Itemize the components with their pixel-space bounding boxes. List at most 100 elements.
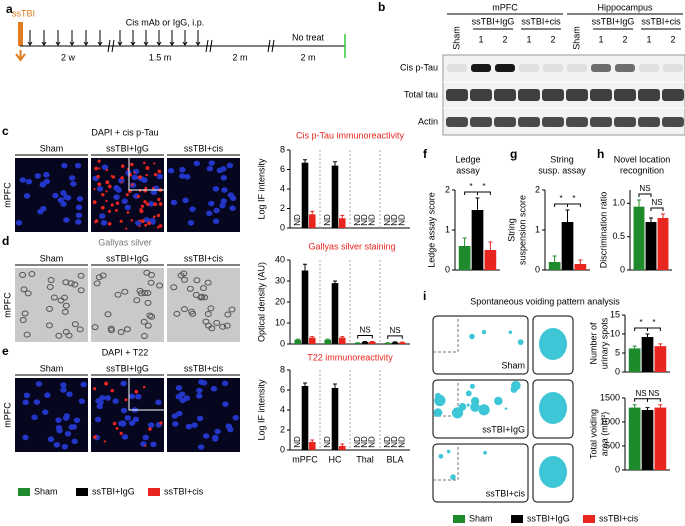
bar: [574, 264, 587, 270]
bar: [633, 206, 645, 270]
nucleus: [187, 219, 195, 226]
legend-label: Sham: [34, 486, 58, 496]
urine-spot: [470, 396, 480, 406]
urine-spot: [483, 450, 487, 455]
signal: [143, 200, 147, 204]
injection-arrow: [97, 30, 103, 46]
y-tick-label: 40: [275, 254, 285, 264]
nucleus: [23, 392, 31, 399]
cell: [147, 279, 155, 286]
inset: [128, 378, 164, 411]
signal: [124, 398, 128, 402]
y-tick-label: 1000: [600, 416, 620, 426]
corner-box: [433, 316, 459, 353]
y-axis-label: String: [506, 218, 516, 242]
signal: [142, 385, 146, 389]
bar: [354, 342, 362, 344]
cell: [123, 326, 131, 333]
nucleus: [15, 219, 23, 226]
nucleus: [121, 434, 129, 440]
significance-label: *: [640, 318, 643, 327]
legend-swatch: [148, 488, 160, 496]
cell: [95, 274, 103, 281]
chart-title: Ledge: [455, 154, 480, 164]
nucleus: [75, 204, 83, 211]
legend-label: ssTBI+IgG: [92, 486, 135, 496]
signal: [107, 184, 112, 189]
nucleus: [47, 436, 55, 443]
error-bar: [310, 336, 315, 338]
bar: [308, 337, 316, 344]
nucleus: [63, 217, 70, 223]
signal: [110, 203, 114, 207]
nucleus: [121, 198, 128, 204]
blot-band: [614, 117, 636, 127]
signal: [159, 421, 163, 425]
nucleus: [182, 197, 189, 204]
signal: [153, 202, 158, 207]
chart-title: recognition: [620, 165, 664, 175]
urine-spot: [494, 396, 503, 406]
urine-spot: [446, 449, 451, 454]
urine-spot: [465, 390, 472, 397]
injection-arrow: [83, 30, 89, 46]
cell: [19, 316, 27, 323]
cell: [170, 284, 178, 291]
bar: [654, 346, 667, 372]
cell: [24, 290, 32, 297]
error-bar: [310, 210, 315, 215]
y-tick-label: 0: [280, 222, 285, 232]
nucleus: [100, 220, 108, 226]
signal: [110, 388, 114, 393]
nucleus: [60, 387, 67, 393]
voiding-group: Sham: [501, 360, 525, 370]
blot-band: [446, 117, 468, 127]
significance-bracket: [650, 207, 664, 211]
blot-band: [494, 89, 516, 101]
significance-bracket: [647, 327, 661, 331]
blot-replicate: 1: [646, 34, 651, 44]
cell: [228, 306, 236, 313]
cell: [223, 322, 231, 329]
urine-spot: [450, 474, 456, 480]
y-tick-label: 2: [280, 203, 285, 213]
y-tick-label: 6: [280, 164, 285, 174]
urine-spot: [539, 392, 567, 424]
bar: [628, 407, 641, 470]
cell: [121, 288, 129, 295]
y-axis-label: Ledge assay score: [426, 192, 436, 268]
bar: [331, 388, 339, 450]
signal: [94, 166, 99, 171]
signal: [130, 162, 134, 167]
y-tick-label: 8: [280, 144, 285, 154]
blot-band: [591, 64, 611, 72]
micrograph: [91, 378, 164, 452]
nucleus: [55, 417, 62, 423]
bar: [331, 165, 339, 228]
blot-band: [663, 64, 683, 72]
blot-replicate: 2: [670, 34, 675, 44]
bar: [548, 262, 561, 270]
column-header: ssTBI+cis: [184, 363, 224, 373]
urine-spot: [504, 407, 508, 410]
cell: [180, 306, 188, 313]
x-tick-label: Thal: [356, 454, 374, 464]
chart-title: Gallyas silver staining: [308, 241, 395, 251]
bar: [301, 270, 309, 344]
nucleus: [60, 190, 67, 196]
cell: [144, 289, 152, 296]
nucleus: [112, 398, 119, 404]
cell: [19, 271, 27, 278]
nucleus: [39, 181, 46, 188]
y-tick-label: 1: [535, 224, 540, 234]
cell: [77, 287, 85, 294]
bar: [294, 339, 302, 344]
legend-label: ssTBI+cis: [164, 486, 204, 496]
nucleus: [75, 212, 83, 219]
nucleus: [214, 428, 221, 435]
stain-label: Gallyas silver: [98, 237, 152, 247]
y-axis-label: area (mm²): [599, 412, 609, 457]
nucleus: [131, 174, 139, 181]
y-axis-label: Log IF intensity: [256, 379, 266, 441]
bar: [324, 339, 332, 344]
